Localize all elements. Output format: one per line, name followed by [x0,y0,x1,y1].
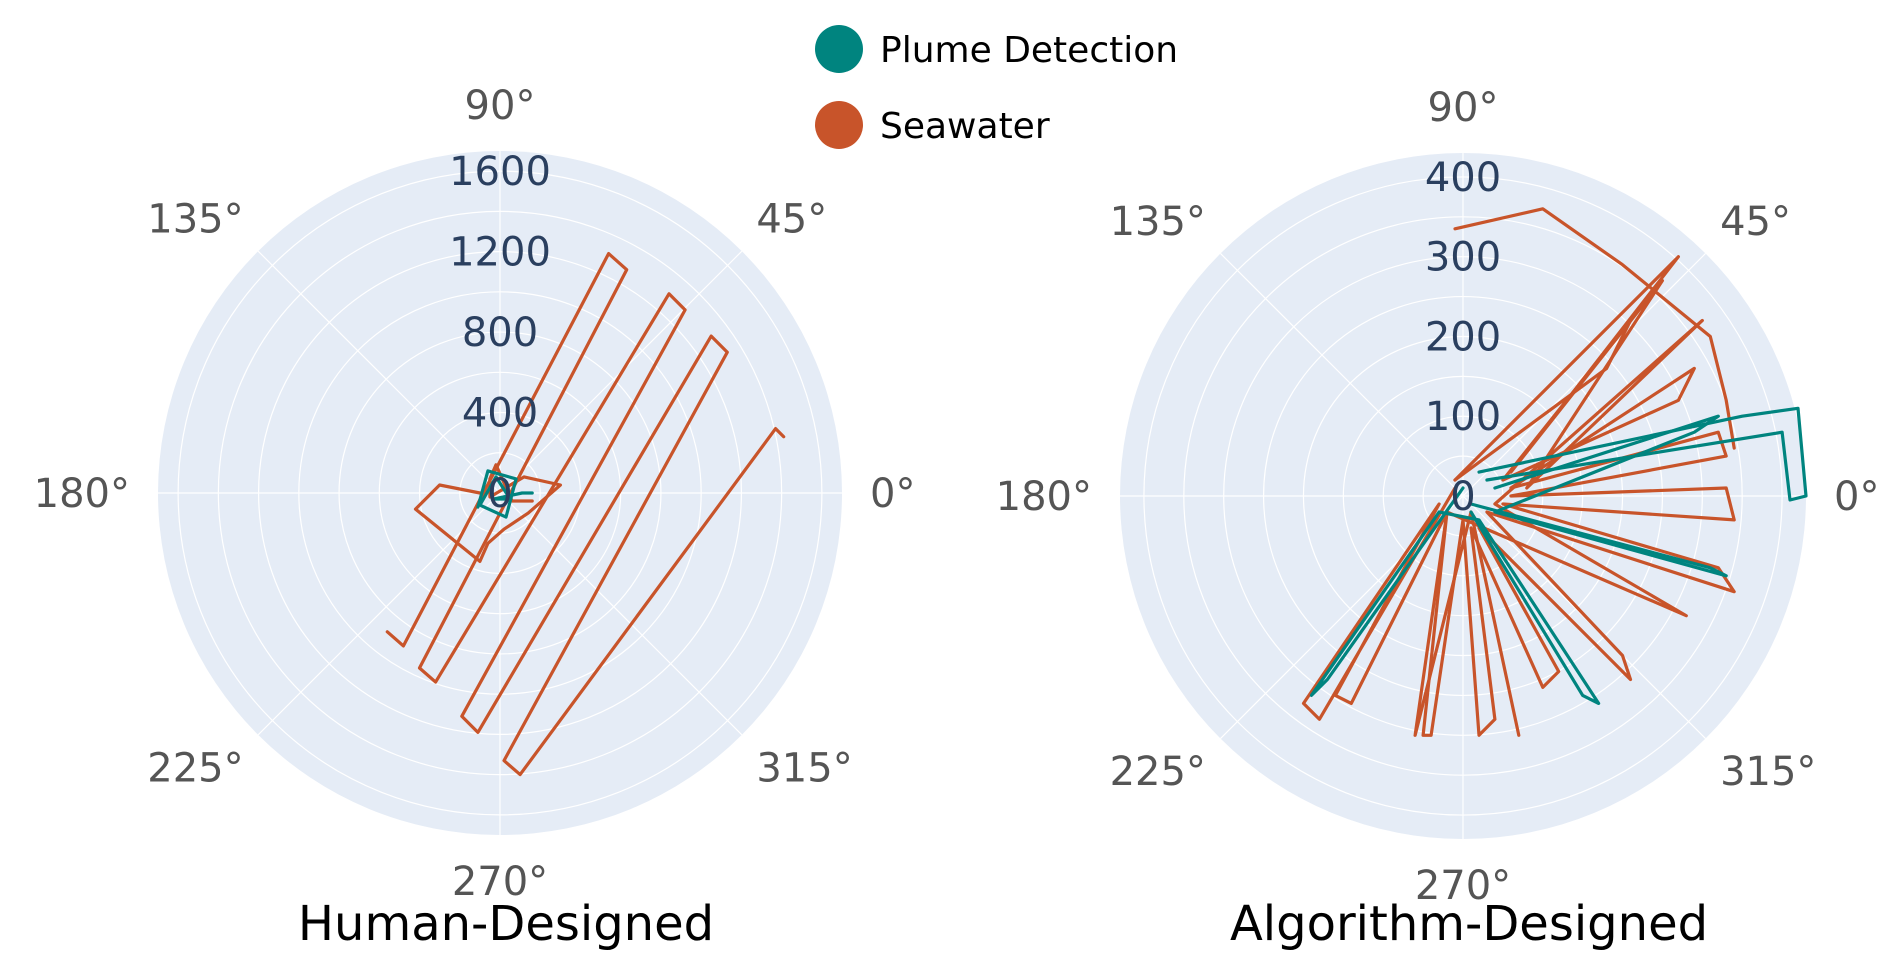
angular-tick-label: 0° [870,471,915,517]
polar-plot-human-designed: 0 400 800 1200 1600 0° 45° 90° 135° 180° 225° 270° 3… [34,83,916,952]
radial-tick-label: 0 [487,471,512,517]
angular-gridline [257,250,501,494]
series-path-plume-detection [1469,414,1728,578]
radial-tick-label: 1200 [449,230,551,276]
radial-tick-label: 800 [462,310,538,356]
angular-tick-label: 135° [147,197,243,243]
angular-tick-label: 180° [34,471,130,517]
series-plume-detection [476,469,534,519]
series-plume-detection [1309,406,1808,706]
radial-tick-label: 200 [1425,314,1501,360]
angular-tick-label: 135° [1110,199,1206,245]
series-path-plume-detection [476,469,534,519]
radial-tick-label: 300 [1425,235,1501,281]
series-seawater [385,252,786,777]
angular-tick-label: 315° [756,745,852,791]
radial-tick-label: 100 [1425,394,1501,440]
angular-tick-label: 225° [1110,749,1206,795]
angular-tick-label: 315° [1720,749,1816,795]
angular-tick-label: 180° [996,474,1092,520]
subplot-title: Human-Designed [298,896,714,952]
angular-tick-label: 90° [465,83,536,129]
radial-tick-label: 400 [462,391,538,437]
legend-label-seawater: Seawater [880,106,1050,147]
series-path-seawater [1413,255,1704,737]
legend-label-plume-detection: Plume Detection [880,30,1178,71]
radial-tick-label: 1600 [449,149,551,195]
series-path-plume-detection [1477,406,1808,502]
series-seawater [1301,207,1736,737]
angular-tick-label: 45° [1720,199,1791,245]
angular-tick-label: 270° [1415,863,1511,909]
legend: Plume Detection Seawater [815,25,1178,149]
polar-plot-algorithm-designed: 0 100 200 300 400 0° 45° 90° 135° 180° 225° 270° 315… [996,85,1880,952]
series-path-plume-detection [1309,486,1601,706]
subplot-title: Algorithm-Designed [1230,896,1708,952]
legend-swatch-seawater [815,101,863,149]
angular-gridline [1462,253,1706,497]
radial-tick-label: 400 [1425,155,1501,201]
series-path-seawater [1453,207,1736,450]
series-path-seawater [1301,318,1736,737]
angular-tick-label: 0° [1834,474,1879,520]
series-path-seawater [385,252,786,777]
angular-gridline [1220,253,1464,497]
radial-tick-label: 0 [1450,474,1475,520]
angular-tick-label: 45° [756,197,827,243]
legend-swatch-plume-detection [815,25,863,73]
angular-gridline [499,492,743,736]
angular-tick-label: 270° [452,859,548,905]
angular-gridline [257,492,501,736]
angular-tick-label: 90° [1428,85,1499,131]
angular-tick-label: 225° [147,745,243,791]
